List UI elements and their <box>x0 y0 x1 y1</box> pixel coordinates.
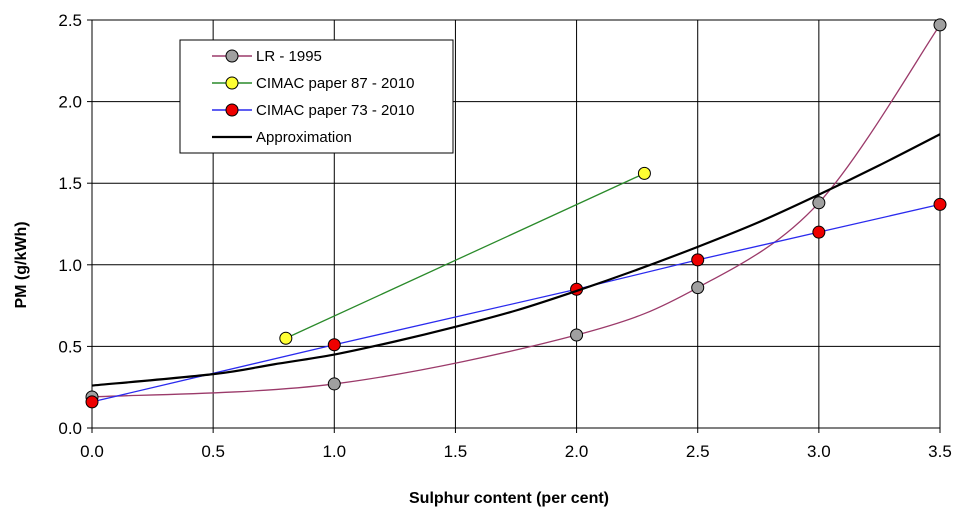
data-point <box>327 338 341 352</box>
data-point <box>327 377 341 391</box>
legend-label: Approximation <box>256 129 352 146</box>
data-point <box>933 18 947 32</box>
x-tick-label: 0.5 <box>201 442 225 461</box>
y-tick-label: 0.0 <box>58 419 82 438</box>
series-line <box>91 203 941 403</box>
x-axis-ticks: 0.0 0.5 1.0 1.5 2.0 2.5 3.0 3.5 <box>80 428 952 461</box>
data-point <box>279 331 293 345</box>
data-point <box>691 253 705 267</box>
plot-area <box>91 19 941 429</box>
data-point <box>85 395 99 409</box>
x-tick-label: 3.5 <box>928 442 952 461</box>
y-tick-label: 2.0 <box>58 93 82 112</box>
y-tick-label: 2.5 <box>58 11 82 30</box>
x-axis-label: Sulphur content (per cent) <box>409 490 609 507</box>
y-tick-label: 1.0 <box>58 256 82 275</box>
series-line <box>285 172 645 339</box>
legend-label: CIMAC paper 73 - 2010 <box>256 102 414 119</box>
y-axis-ticks: 0.0 0.5 1.0 1.5 2.0 2.5 <box>58 11 92 438</box>
data-point <box>812 196 826 210</box>
y-tick-label: 0.5 <box>58 337 82 356</box>
x-tick-label: 3.0 <box>807 442 831 461</box>
data-point <box>637 166 651 180</box>
y-axis-label: PM (g/kWh) <box>13 221 30 308</box>
legend-label: CIMAC paper 87 - 2010 <box>256 75 414 92</box>
series-line <box>91 24 941 398</box>
legend-marker <box>225 49 239 63</box>
y-tick-label: 1.5 <box>58 174 82 193</box>
series-2 <box>85 197 947 409</box>
x-tick-label: 2.0 <box>565 442 589 461</box>
series-line <box>91 133 941 387</box>
series-1 <box>279 166 651 345</box>
legend: LR - 1995 CIMAC paper 87 - 2010 CIMAC pape… <box>179 39 454 154</box>
data-point <box>691 281 705 295</box>
data-point <box>570 328 584 342</box>
legend-marker <box>225 76 239 90</box>
legend-marker <box>225 103 239 117</box>
x-tick-label: 1.5 <box>444 442 468 461</box>
x-tick-label: 1.0 <box>322 442 346 461</box>
data-point <box>812 225 826 239</box>
legend-label: LR - 1995 <box>256 48 322 65</box>
data-point <box>933 197 947 211</box>
x-tick-label: 2.5 <box>686 442 710 461</box>
x-tick-label: 0.0 <box>80 442 104 461</box>
series-layer <box>85 18 947 409</box>
legend-box <box>179 39 454 154</box>
series-3 <box>91 133 941 387</box>
